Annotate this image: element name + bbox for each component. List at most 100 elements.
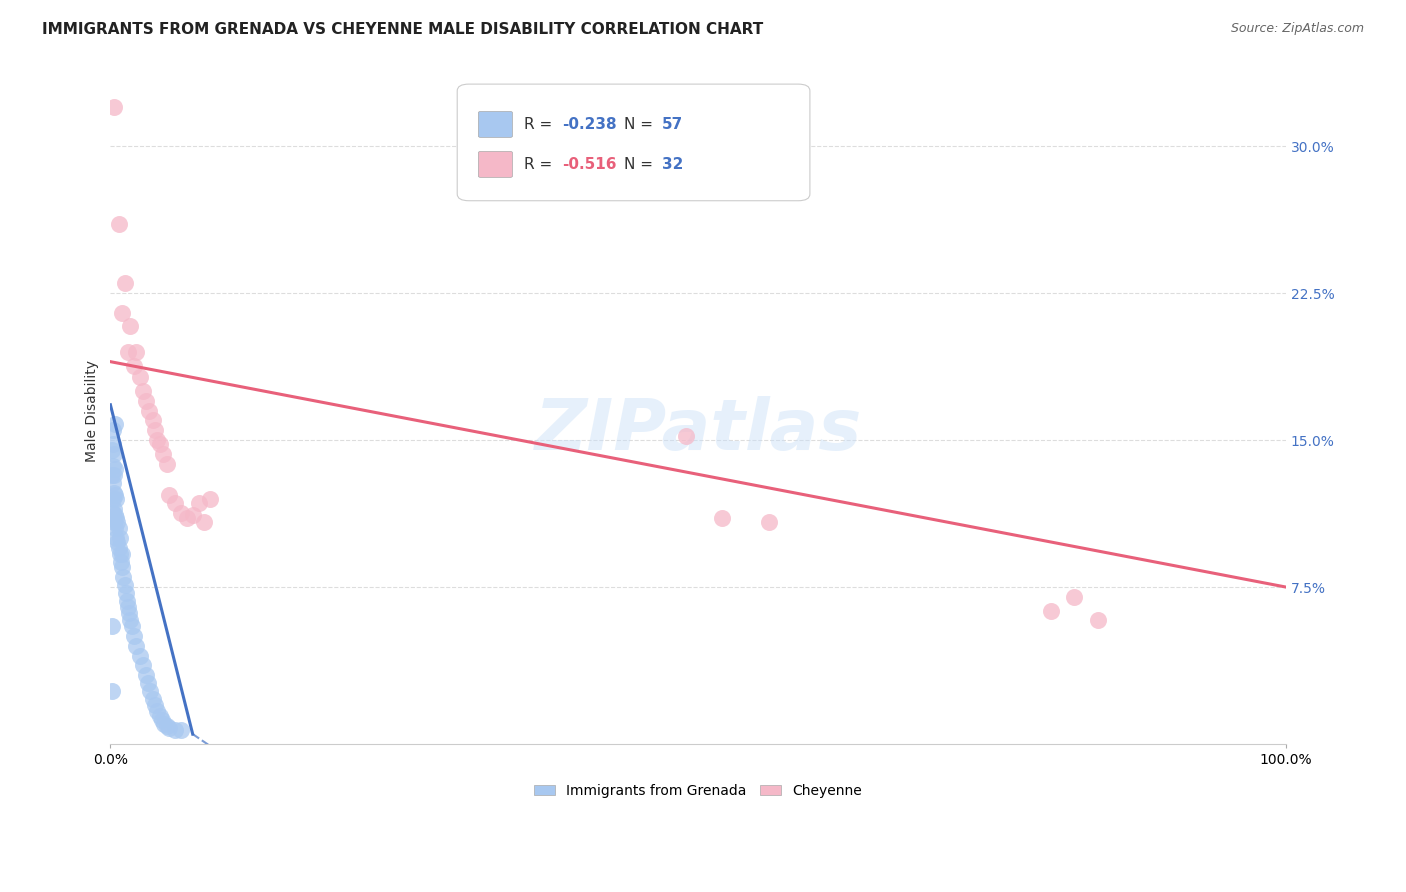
Point — [115, 594, 138, 608]
Point — [170, 506, 193, 520]
Point — [153, 717, 176, 731]
FancyBboxPatch shape — [478, 152, 512, 178]
Point — [138, 403, 160, 417]
Point — [103, 516, 125, 530]
Point — [101, 491, 124, 506]
Point — [104, 417, 127, 432]
Point — [125, 344, 148, 359]
Point — [132, 658, 155, 673]
Y-axis label: Male Disability: Male Disability — [86, 359, 100, 462]
Point — [170, 723, 193, 738]
Point — [128, 370, 150, 384]
Point — [101, 437, 124, 451]
Point — [108, 547, 131, 561]
Point — [675, 429, 697, 443]
Point — [139, 684, 162, 698]
Point — [101, 476, 124, 491]
Point — [107, 521, 129, 535]
Point — [142, 413, 165, 427]
Point — [193, 516, 215, 530]
Point — [103, 486, 125, 500]
Point — [121, 619, 143, 633]
Point — [101, 458, 124, 473]
Point — [149, 709, 172, 723]
Text: ZIPatlas: ZIPatlas — [534, 396, 862, 465]
Text: N =: N = — [624, 157, 658, 171]
Text: R =: R = — [524, 157, 557, 171]
Text: Source: ZipAtlas.com: Source: ZipAtlas.com — [1230, 22, 1364, 36]
Point — [107, 218, 129, 232]
Legend: Immigrants from Grenada, Cheyenne: Immigrants from Grenada, Cheyenne — [529, 779, 868, 804]
Point — [758, 516, 780, 530]
Point — [100, 684, 122, 698]
Text: -0.516: -0.516 — [562, 157, 616, 171]
FancyBboxPatch shape — [457, 84, 810, 201]
Point — [111, 306, 134, 320]
Point — [110, 555, 132, 569]
Point — [101, 506, 124, 520]
Point — [104, 508, 127, 522]
Point — [104, 521, 127, 535]
Point — [103, 100, 125, 114]
Point — [105, 531, 128, 545]
Point — [104, 462, 127, 476]
Point — [1087, 614, 1109, 628]
Point — [142, 691, 165, 706]
Point — [114, 578, 136, 592]
Point — [118, 606, 141, 620]
Point — [1063, 590, 1085, 604]
Point — [149, 437, 172, 451]
Point — [100, 619, 122, 633]
Point — [117, 344, 139, 359]
Point — [132, 384, 155, 398]
Point — [111, 547, 134, 561]
Point — [107, 535, 129, 549]
Point — [187, 496, 209, 510]
Point — [114, 586, 136, 600]
Point — [150, 714, 173, 728]
Text: -0.238: -0.238 — [562, 117, 616, 132]
Point — [107, 516, 129, 530]
Point — [710, 511, 733, 525]
Point — [114, 277, 136, 291]
Point — [152, 447, 174, 461]
Point — [181, 508, 204, 522]
Point — [200, 491, 222, 506]
Point — [117, 599, 139, 614]
Point — [103, 501, 125, 516]
Point — [122, 629, 145, 643]
Point — [103, 468, 125, 483]
Point — [112, 570, 135, 584]
Point — [120, 614, 142, 628]
FancyBboxPatch shape — [478, 112, 512, 137]
Point — [165, 723, 187, 738]
Point — [111, 560, 134, 574]
Point — [105, 491, 128, 506]
Point — [156, 719, 179, 733]
Text: R =: R = — [524, 117, 557, 132]
Point — [135, 393, 157, 408]
Point — [107, 541, 129, 555]
Point — [105, 511, 128, 525]
Point — [100, 468, 122, 483]
Point — [165, 496, 187, 510]
Point — [101, 423, 124, 437]
Point — [146, 704, 169, 718]
Point — [143, 698, 166, 712]
Point — [128, 648, 150, 663]
Point — [146, 433, 169, 447]
Point — [120, 319, 142, 334]
Point — [157, 721, 180, 735]
Text: IMMIGRANTS FROM GRENADA VS CHEYENNE MALE DISABILITY CORRELATION CHART: IMMIGRANTS FROM GRENADA VS CHEYENNE MALE… — [42, 22, 763, 37]
Point — [156, 457, 179, 471]
Point — [176, 511, 198, 525]
Point — [122, 359, 145, 373]
Point — [100, 442, 122, 457]
Point — [136, 676, 159, 690]
Text: 32: 32 — [662, 157, 683, 171]
Point — [104, 488, 127, 502]
Point — [1039, 604, 1062, 618]
Text: 57: 57 — [662, 117, 683, 132]
Point — [157, 488, 180, 502]
Point — [103, 447, 125, 461]
